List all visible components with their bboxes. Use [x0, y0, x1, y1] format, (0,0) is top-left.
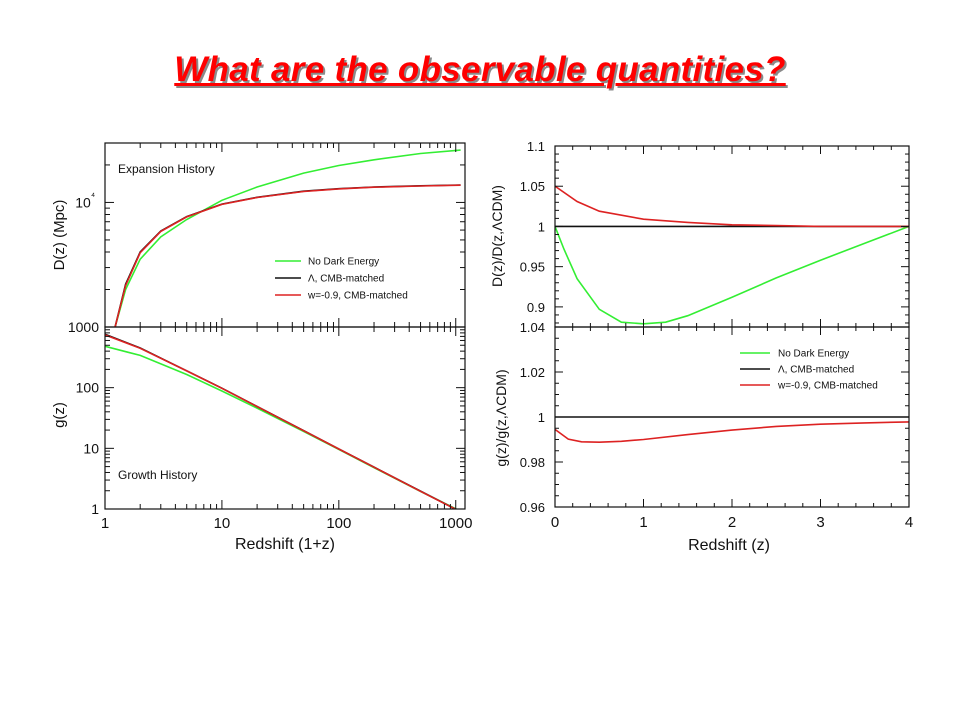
x-tick-label: 10	[214, 515, 231, 532]
y-tick-label: 1	[91, 501, 99, 517]
y-tick-label: 1.05	[520, 179, 545, 194]
y-tick-label: 1	[538, 410, 545, 425]
x-tick-label: 4	[905, 514, 913, 531]
x-axis-label: Redshift (z)	[688, 537, 770, 554]
y-tick-label: 10	[75, 194, 91, 210]
series-line-growth-0	[105, 345, 458, 509]
legend-entry: No Dark Energy	[778, 349, 849, 360]
y-axis-label: g(z)	[51, 402, 68, 428]
legend-entry: No Dark Energy	[308, 257, 379, 268]
legend-entry: Λ, CMB-matched	[308, 274, 384, 285]
y-tick-label: 10	[83, 440, 99, 456]
y-tick-label: 1.02	[520, 365, 545, 380]
y-tick-label: 1.1	[527, 139, 545, 154]
x-tick-label: 1	[639, 514, 647, 531]
series-line-distance-ratio-2	[555, 185, 909, 228]
y-tick-label: 0.95	[520, 260, 545, 275]
series-line-expansion-0	[114, 149, 461, 327]
y-axis-label: g(z)/g(z,ΛCDM)	[493, 369, 509, 466]
y-tick-label: 1	[538, 219, 545, 234]
legend-entry: Λ, CMB-matched	[778, 365, 854, 376]
legend-entry: w=-0.9, CMB-matched	[777, 381, 878, 392]
series-line-expansion-2	[114, 184, 461, 327]
y-tick-label: 1.04	[520, 320, 545, 335]
series-line-expansion-1	[114, 184, 461, 327]
x-axis-label: Redshift (1+z)	[235, 536, 335, 553]
y-axis-label: D(z)/D(z,ΛCDM)	[489, 185, 505, 287]
plot-frame-distance-ratio	[554, 145, 910, 328]
slide-title: What are the observable quantities?	[174, 50, 786, 89]
chart-annotation: Growth History	[118, 468, 197, 482]
series-line-distance-ratio-0	[555, 225, 909, 325]
x-tick-label: 3	[816, 514, 824, 531]
y-tick-label: 0.96	[520, 500, 545, 515]
chart-annotation: Expansion History	[118, 162, 215, 176]
x-tick-label: 1000	[439, 515, 472, 532]
y-tick-label: 1000	[68, 319, 99, 335]
y-tick-label: 0.9	[527, 300, 545, 315]
x-tick-label: 2	[728, 514, 736, 531]
legend-entry: w=-0.9, CMB-matched	[307, 291, 408, 302]
y-tick-label: ⁴	[91, 191, 95, 202]
y-tick-label: 100	[76, 380, 100, 396]
x-tick-label: 0	[551, 514, 559, 531]
series-line-growth-ratio-1	[555, 421, 909, 444]
x-tick-label: 100	[326, 515, 351, 532]
x-tick-label: 1	[101, 515, 109, 532]
plot-frame-growth	[104, 326, 466, 510]
series-line-growth-2	[105, 334, 457, 509]
y-tick-label: 0.98	[520, 455, 545, 470]
y-axis-label: D(z) (Mpc)	[51, 200, 68, 271]
